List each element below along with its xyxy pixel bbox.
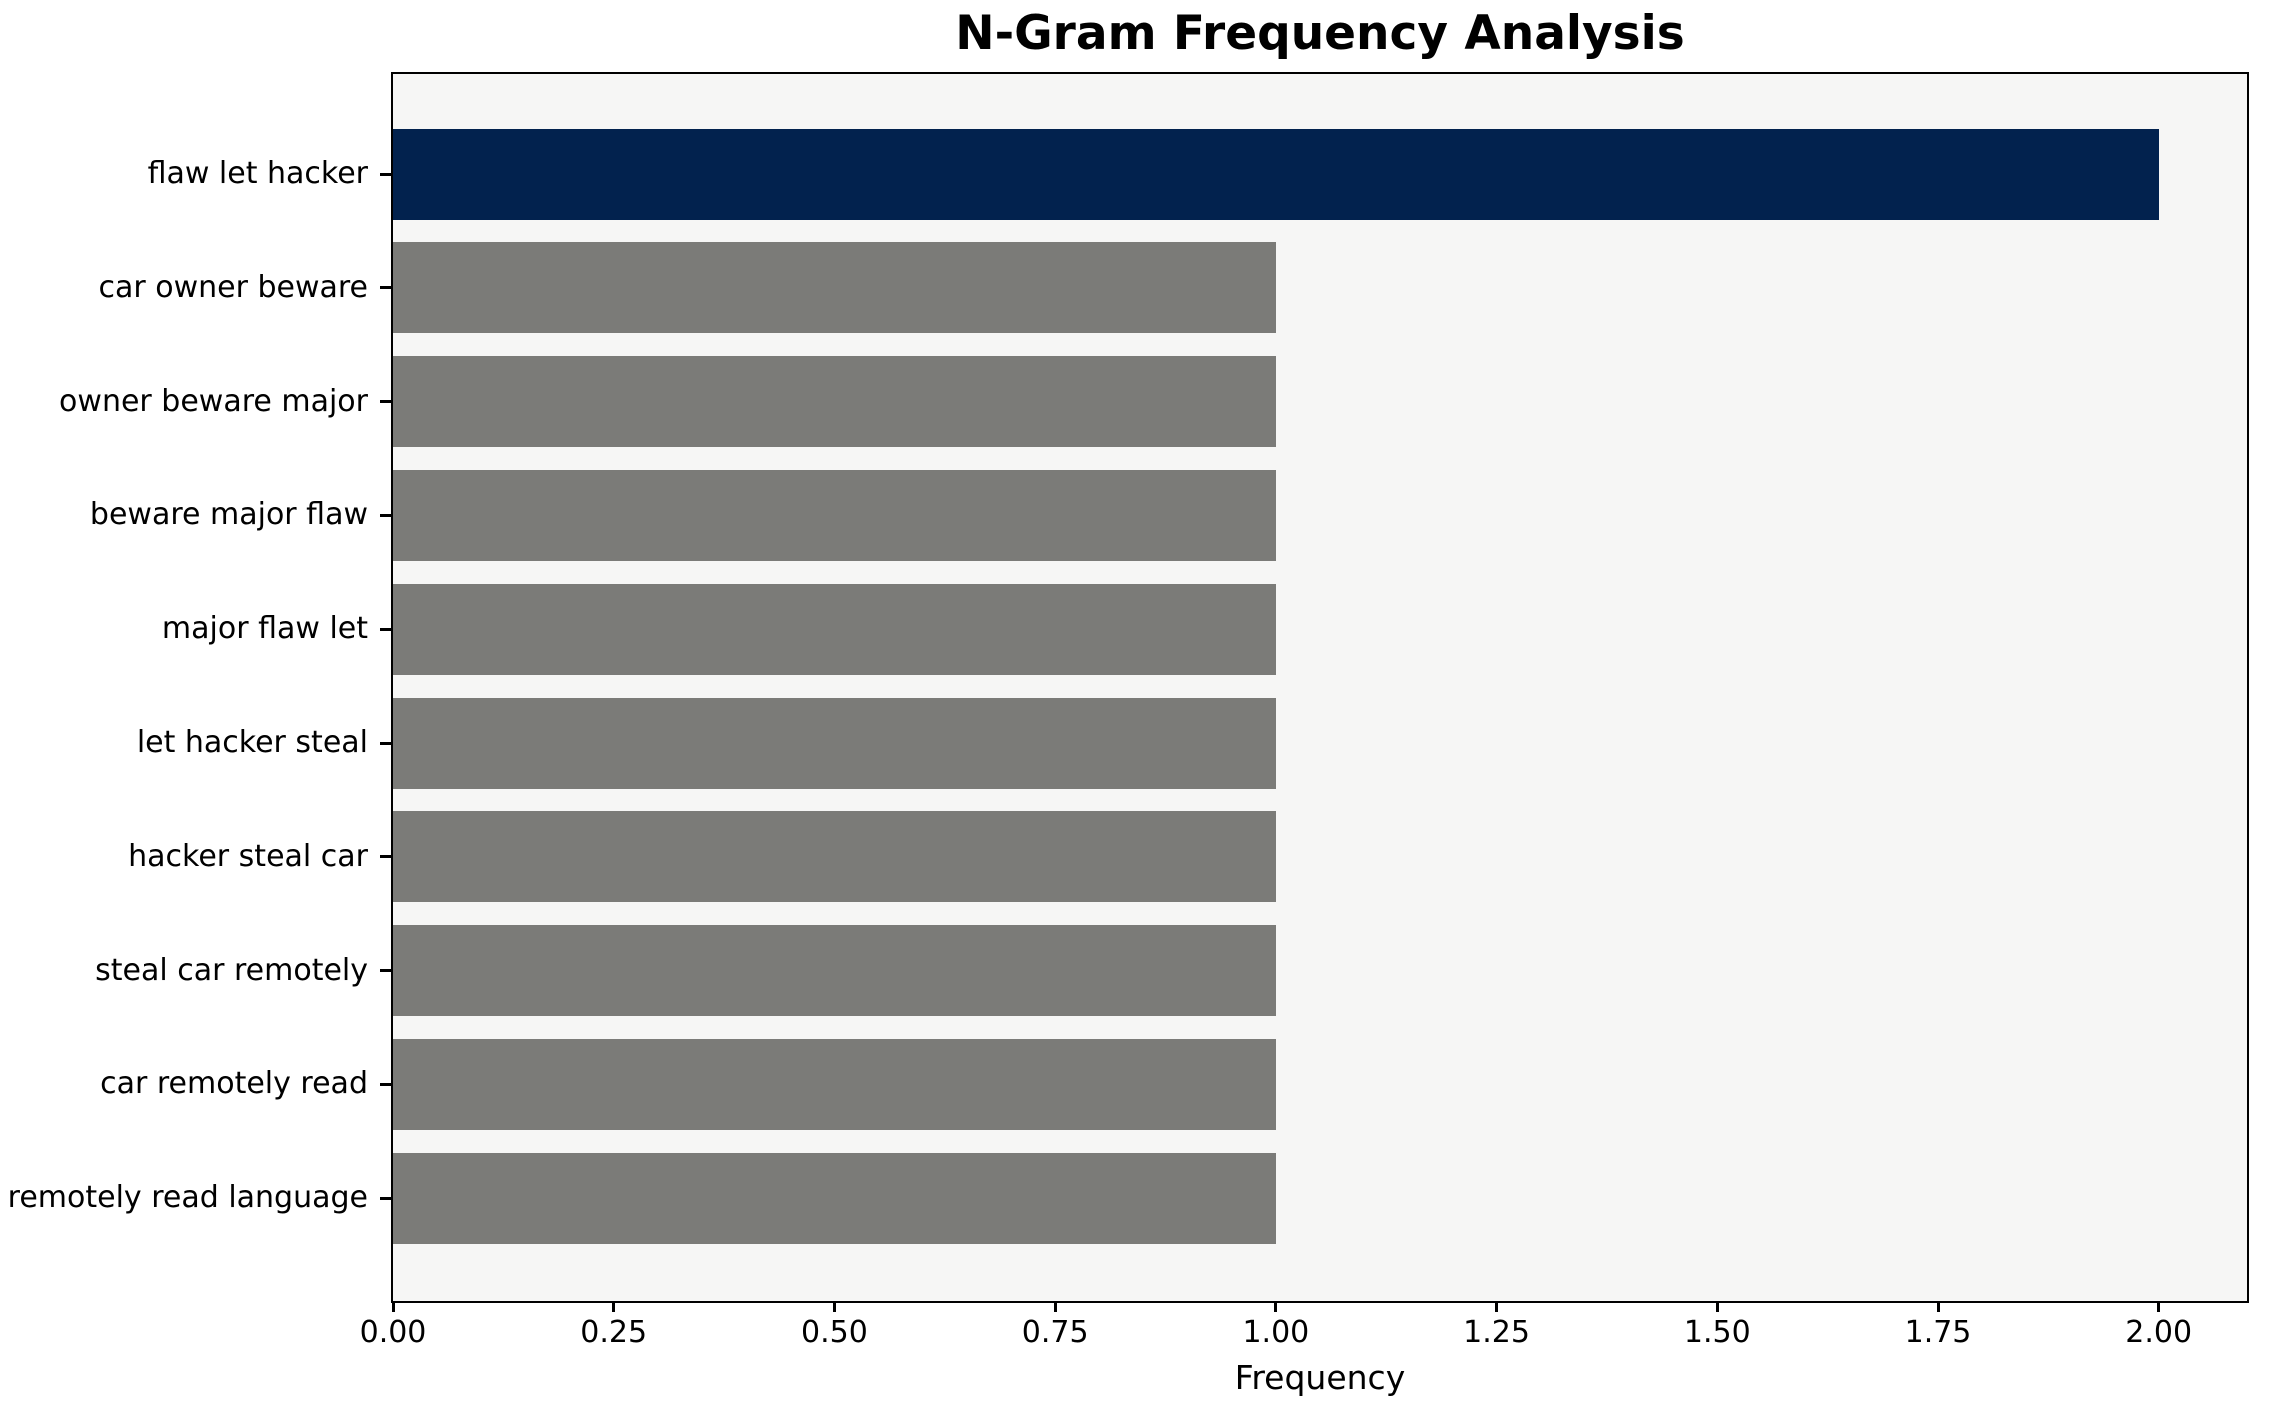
- bar: [393, 469, 1276, 561]
- x-tick-mark: [1936, 1301, 1940, 1312]
- x-tick-mark: [1495, 1301, 1499, 1312]
- x-tick-label: 0.50: [801, 1315, 868, 1350]
- y-tick-mark: [380, 627, 391, 631]
- bar: [393, 1152, 1276, 1244]
- x-tick-label: 1.00: [1242, 1315, 1310, 1350]
- x-tick-mark: [1274, 1301, 1278, 1312]
- y-tick-mark: [380, 969, 391, 973]
- x-tick-label: 0.00: [359, 1315, 427, 1350]
- bar: [393, 242, 1276, 334]
- x-tick-label: 2.00: [2125, 1315, 2193, 1350]
- y-tick-label: beware major flaw: [89, 497, 368, 533]
- x-tick-mark: [1715, 1301, 1719, 1312]
- bar: [393, 583, 1276, 675]
- x-tick-label: 0.25: [580, 1315, 648, 1350]
- y-tick-mark: [380, 741, 391, 745]
- y-tick-label: flaw let hacker: [147, 156, 368, 191]
- y-tick-mark: [380, 1082, 391, 1086]
- x-axis-label: Frequency: [1234, 1358, 1406, 1397]
- y-tick-label: remotely read language: [7, 1180, 368, 1216]
- x-tick-mark: [1053, 1301, 1057, 1312]
- y-tick-mark: [380, 400, 391, 404]
- y-tick-mark: [380, 855, 391, 859]
- x-tick-mark: [391, 1301, 395, 1312]
- x-tick-label: 0.75: [1021, 1315, 1089, 1350]
- x-tick-mark: [832, 1301, 836, 1312]
- x-tick-label: 1.75: [1904, 1315, 1972, 1350]
- y-tick-label: hacker steal car: [128, 838, 368, 874]
- x-tick-label: 1.25: [1463, 1315, 1530, 1350]
- x-tick-mark: [612, 1301, 616, 1312]
- bar: [393, 128, 2159, 220]
- y-tick-mark: [380, 513, 391, 517]
- y-tick-label: major flaw let: [161, 611, 368, 647]
- y-tick-mark: [380, 286, 391, 290]
- bar: [393, 811, 1276, 903]
- plot-area: flaw let hacker car owner beware owner bew…: [8, 72, 2249, 1348]
- bar: [393, 697, 1276, 789]
- y-tick-mark: [380, 1196, 391, 1200]
- y-tick-mark: [380, 172, 391, 176]
- x-tick-label: 1.50: [1683, 1315, 1751, 1350]
- x-tick-mark: [2157, 1301, 2161, 1312]
- bar: [393, 925, 1276, 1017]
- y-tick-label: steal car remotely: [95, 952, 368, 988]
- y-tick-label: let hacker steal: [136, 725, 368, 760]
- chart-title: N-Gram Frequency Analysis: [955, 6, 1685, 61]
- bar: [393, 356, 1276, 448]
- y-tick-label: car remotely read: [100, 1066, 368, 1102]
- bar: [393, 1038, 1276, 1130]
- y-tick-label: owner beware major: [59, 383, 368, 419]
- y-tick-label: car owner beware: [98, 269, 368, 305]
